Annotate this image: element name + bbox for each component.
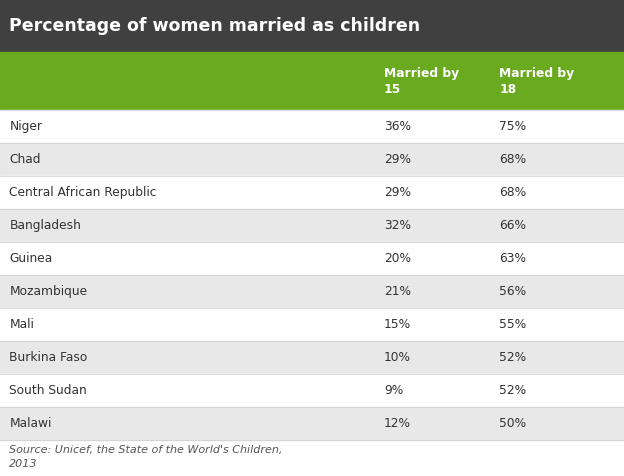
Text: 50%: 50%: [499, 417, 526, 430]
Text: Percentage of women married as children: Percentage of women married as children: [9, 17, 421, 35]
Text: Central African Republic: Central African Republic: [9, 186, 157, 199]
Bar: [0, 143, 624, 176]
Text: 55%: 55%: [499, 318, 527, 331]
Text: 32%: 32%: [384, 219, 411, 232]
Bar: [0, 308, 624, 341]
Text: 63%: 63%: [499, 252, 526, 265]
Text: Mozambique: Mozambique: [9, 285, 87, 298]
Text: Bangladesh: Bangladesh: [9, 219, 81, 232]
Bar: [0, 242, 624, 275]
Bar: [0, 0, 624, 52]
Text: Married by
18: Married by 18: [499, 67, 574, 96]
Text: 52%: 52%: [499, 384, 526, 397]
Bar: [0, 209, 624, 242]
Bar: [0, 52, 624, 110]
Text: South Sudan: South Sudan: [9, 384, 87, 397]
Text: Chad: Chad: [9, 153, 41, 166]
Text: Niger: Niger: [9, 120, 42, 133]
Text: Malawi: Malawi: [9, 417, 52, 430]
Bar: [0, 110, 624, 143]
Bar: [0, 407, 624, 440]
Text: 29%: 29%: [384, 153, 411, 166]
Bar: [0, 341, 624, 374]
Text: Source: Unicef, the State of the World's Children,
2013: Source: Unicef, the State of the World's…: [9, 445, 283, 469]
Text: 9%: 9%: [384, 384, 403, 397]
Text: Burkina Faso: Burkina Faso: [9, 351, 88, 364]
Text: 52%: 52%: [499, 351, 526, 364]
Text: 68%: 68%: [499, 186, 526, 199]
Text: 75%: 75%: [499, 120, 526, 133]
Text: Married by
15: Married by 15: [384, 67, 459, 96]
Text: 15%: 15%: [384, 318, 411, 331]
Text: 10%: 10%: [384, 351, 411, 364]
Text: 56%: 56%: [499, 285, 526, 298]
Bar: [0, 374, 624, 407]
Bar: [0, 275, 624, 308]
Text: 66%: 66%: [499, 219, 526, 232]
Text: 68%: 68%: [499, 153, 526, 166]
Text: 20%: 20%: [384, 252, 411, 265]
Bar: [0, 176, 624, 209]
Text: 21%: 21%: [384, 285, 411, 298]
Text: 12%: 12%: [384, 417, 411, 430]
Text: Guinea: Guinea: [9, 252, 52, 265]
Text: 29%: 29%: [384, 186, 411, 199]
Text: Mali: Mali: [9, 318, 34, 331]
Text: 36%: 36%: [384, 120, 411, 133]
